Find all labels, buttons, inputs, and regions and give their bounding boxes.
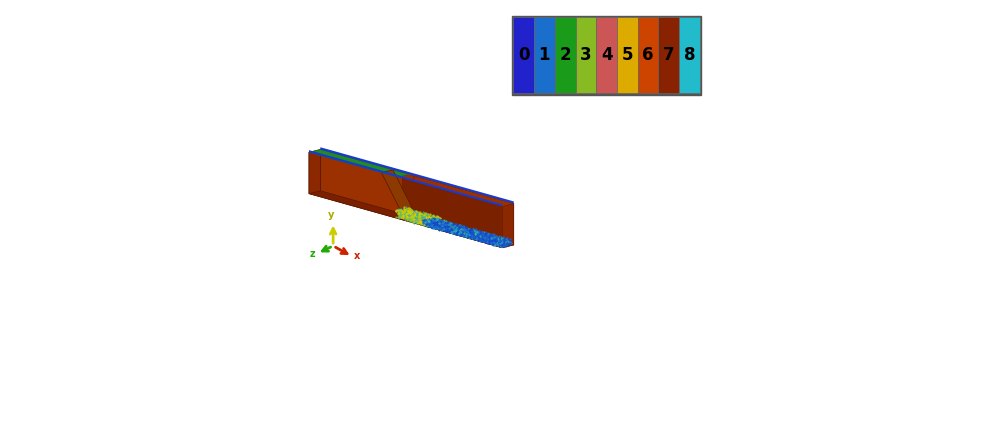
Polygon shape [320, 148, 409, 174]
Polygon shape [309, 191, 513, 248]
Bar [638, 17, 658, 93]
Polygon shape [309, 149, 320, 194]
Polygon shape [320, 147, 513, 204]
Text: 1: 1 [538, 46, 550, 64]
Polygon shape [403, 179, 502, 248]
Bar [658, 17, 679, 93]
Text: 6: 6 [642, 46, 654, 64]
Text: 4: 4 [601, 46, 612, 64]
Text: y: y [328, 210, 334, 220]
Polygon shape [309, 151, 398, 177]
Text: 2: 2 [559, 46, 571, 64]
Bar [513, 17, 534, 93]
Bar [554, 17, 575, 93]
Text: 7: 7 [663, 46, 675, 64]
Bar [575, 17, 596, 93]
Polygon shape [382, 170, 417, 221]
Polygon shape [502, 204, 513, 248]
Polygon shape [320, 149, 513, 245]
Bar [679, 17, 700, 93]
Text: 8: 8 [684, 46, 695, 64]
Text: 5: 5 [621, 46, 633, 64]
Bar [617, 17, 638, 93]
Polygon shape [403, 217, 513, 248]
Polygon shape [309, 150, 502, 206]
Text: 0: 0 [518, 46, 529, 64]
Text: x: x [354, 251, 360, 262]
Bar [534, 17, 554, 93]
Polygon shape [309, 152, 502, 248]
Bar [596, 17, 617, 93]
Polygon shape [414, 176, 513, 245]
Text: z: z [310, 248, 315, 259]
Bar [512, 16, 701, 95]
Polygon shape [309, 149, 409, 177]
Text: 3: 3 [580, 46, 591, 64]
